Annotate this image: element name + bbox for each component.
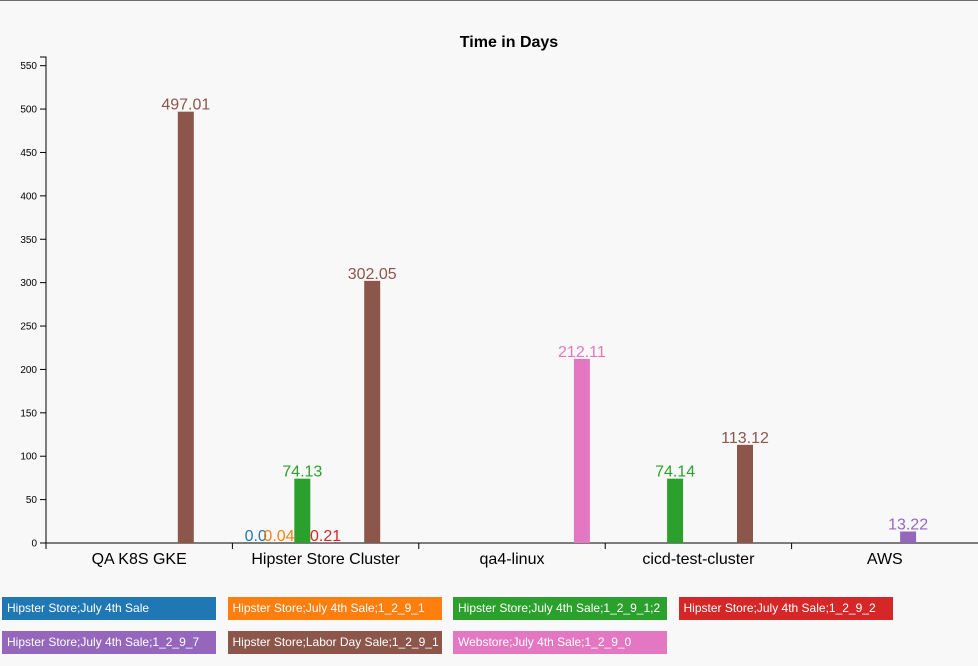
bar-chart: Time in Days 0 50 100 150 200 250 300 350 400 450… bbox=[20, 34, 978, 568]
top-border bbox=[0, 0, 978, 1]
y-tick-label: 300 bbox=[20, 278, 37, 289]
bar bbox=[900, 531, 917, 543]
legend-item[interactable]: Hipster Store;July 4th Sale;1_2_9_1;2 bbox=[453, 597, 667, 620]
y-axis-line bbox=[40, 56, 47, 544]
legend-item[interactable]: Hipster Store;July 4th Sale bbox=[2, 597, 216, 620]
legend-item[interactable]: Hipster Store;Labor Day Sale;1_2_9_1 bbox=[227, 631, 442, 654]
bar-labels: 0.00.04 74.13 74.14 0.21 13.22 497.01 302.05 11… bbox=[161, 97, 928, 545]
y-tick-label: 450 bbox=[20, 148, 37, 159]
bar-value-label: 113.12 bbox=[721, 430, 769, 447]
y-tick-label: 200 bbox=[20, 365, 37, 376]
y-tick-label: 550 bbox=[20, 61, 37, 72]
bar-value-label: 212.11 bbox=[558, 344, 606, 361]
x-tick-label: QA K8S GKE bbox=[92, 551, 187, 568]
y-tick-label: 0 bbox=[31, 539, 37, 550]
bar bbox=[177, 111, 194, 543]
bar bbox=[737, 444, 753, 543]
bars bbox=[177, 111, 917, 543]
y-tick-label: 250 bbox=[20, 322, 37, 333]
x-axis-line bbox=[45, 542, 978, 549]
bar bbox=[364, 280, 381, 543]
bar bbox=[573, 358, 590, 543]
bar-value-label: 0.21 bbox=[310, 528, 341, 545]
bar-value-label: 74.14 bbox=[655, 464, 695, 481]
legend-item[interactable]: Hipster Store;July 4th Sale;1_2_9_1 bbox=[227, 597, 442, 620]
y-tick-label: 100 bbox=[20, 452, 37, 463]
y-tick-label: 50 bbox=[26, 495, 38, 506]
bar bbox=[667, 478, 684, 543]
x-tick-label: cicd-test-cluster bbox=[642, 551, 755, 568]
legend-item[interactable]: Hipster Store;July 4th Sale;1_2_9_2 bbox=[678, 597, 893, 620]
chart-title: Time in Days bbox=[460, 34, 559, 51]
bar-value-label: 0.0 bbox=[245, 528, 267, 545]
legend-item[interactable]: Webstore;July 4th Sale;1_2_9_0 bbox=[453, 631, 667, 654]
y-tick-label: 500 bbox=[20, 105, 37, 116]
x-tick-label: qa4-linux bbox=[480, 551, 545, 568]
x-tick-label: Hipster Store Cluster bbox=[251, 551, 400, 568]
bar-value-label: 74.13 bbox=[282, 464, 322, 481]
y-tick-label: 400 bbox=[20, 191, 37, 202]
bar-value-label: 0.04 bbox=[263, 528, 294, 545]
y-tick-label: 150 bbox=[20, 408, 37, 419]
bar-value-label: 497.01 bbox=[161, 97, 210, 114]
x-axis: QA K8S GKE Hipster Store Cluster qa4-linux… bbox=[45, 542, 978, 568]
y-axis: 0 50 100 150 200 250 300 350 400 450 500 550 bbox=[20, 56, 47, 550]
bar-value-label: 13.22 bbox=[888, 517, 928, 534]
y-tick-label: 350 bbox=[20, 235, 37, 246]
x-tick-label: AWS bbox=[867, 551, 903, 568]
bar bbox=[294, 478, 311, 543]
legend-item[interactable]: Hipster Store;July 4th Sale;1_2_9_7 bbox=[2, 631, 216, 654]
bar-value-label: 302.05 bbox=[348, 266, 397, 283]
